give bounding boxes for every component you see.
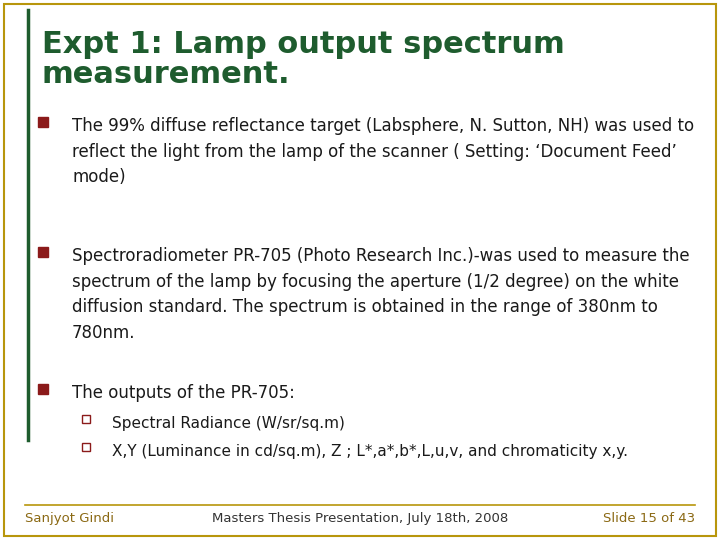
Text: Slide 15 of 43: Slide 15 of 43 — [603, 512, 695, 525]
Text: X,Y (Luminance in cd/sq.m), Z ; L*,a*,b*,L,u,v, and chromaticity x,y.: X,Y (Luminance in cd/sq.m), Z ; L*,a*,b*… — [112, 444, 628, 459]
Text: Expt 1: Lamp output spectrum: Expt 1: Lamp output spectrum — [42, 30, 564, 59]
Text: Masters Thesis Presentation, July 18th, 2008: Masters Thesis Presentation, July 18th, … — [212, 512, 508, 525]
Bar — [82, 443, 90, 451]
Bar — [82, 415, 90, 423]
Text: The outputs of the PR-705:: The outputs of the PR-705: — [72, 384, 295, 402]
Text: Spectroradiometer PR-705 (Photo Research Inc.)-was used to measure the spectrum : Spectroradiometer PR-705 (Photo Research… — [72, 247, 690, 342]
Text: Sanjyot Gindi: Sanjyot Gindi — [25, 512, 114, 525]
Bar — [38, 384, 48, 394]
Text: Spectral Radiance (W/sr/sq.m): Spectral Radiance (W/sr/sq.m) — [112, 416, 345, 431]
Text: The 99% diffuse reflectance target (Labsphere, N. Sutton, NH) was used to reflec: The 99% diffuse reflectance target (Labs… — [72, 117, 694, 186]
Text: measurement.: measurement. — [42, 60, 291, 89]
Bar — [38, 247, 48, 257]
Bar — [38, 117, 48, 127]
